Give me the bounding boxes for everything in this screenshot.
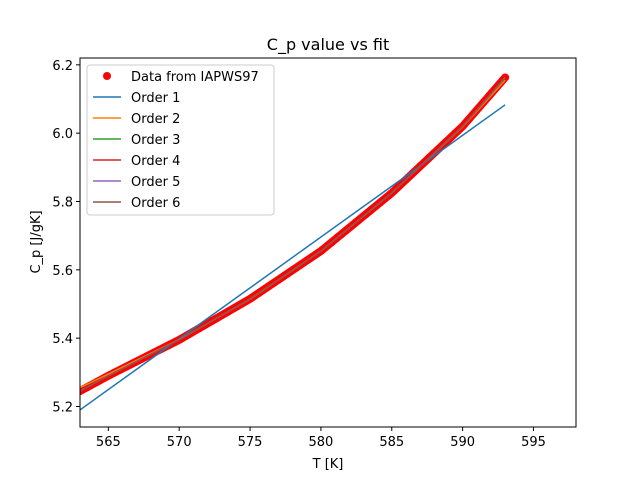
x-tick-label: 585	[379, 435, 404, 450]
y-tick-label: 5.4	[52, 332, 73, 347]
plot-data-layer	[80, 73, 510, 411]
legend-label: Order 6	[131, 196, 180, 211]
x-tick-label: 590	[450, 435, 475, 450]
x-axis: 565 570 575 580 585 590 595	[96, 427, 546, 450]
x-tick-label: 565	[96, 435, 121, 450]
chart-title: C_p value vs fit	[267, 35, 389, 55]
legend-marker	[103, 72, 111, 80]
legend-label: Order 4	[131, 154, 180, 169]
series-line	[80, 76, 506, 392]
legend-label: Data from IAPWS97	[131, 70, 259, 85]
legend-label: Order 3	[131, 133, 180, 148]
y-tick-label: 5.8	[52, 196, 73, 211]
y-tick-label: 6.2	[52, 59, 73, 74]
y-axis-label: C_p [J/gK]	[29, 210, 44, 273]
y-tick-label: 5.2	[52, 401, 73, 416]
x-tick-label: 575	[238, 435, 263, 450]
plot-frame	[79, 57, 577, 428]
legend-label: Order 1	[131, 91, 180, 106]
legend: Data from IAPWS97 Order 1 Order 2 Order 3 Or…	[86, 64, 275, 216]
x-axis-label: T [K]	[312, 457, 344, 472]
legend-box	[86, 64, 275, 216]
y-tick-label: 5.6	[52, 264, 73, 279]
x-tick-label: 580	[309, 435, 334, 450]
legend-label: Order 5	[131, 175, 180, 190]
y-axis: 5.2 5.4 5.6 5.8 6.0 6.2	[52, 59, 80, 416]
legend-label: Order 2	[131, 112, 180, 127]
y-tick-label: 6.0	[52, 127, 73, 142]
series-line	[80, 104, 506, 411]
x-tick-label: 595	[521, 435, 546, 450]
x-tick-label: 570	[167, 435, 192, 450]
